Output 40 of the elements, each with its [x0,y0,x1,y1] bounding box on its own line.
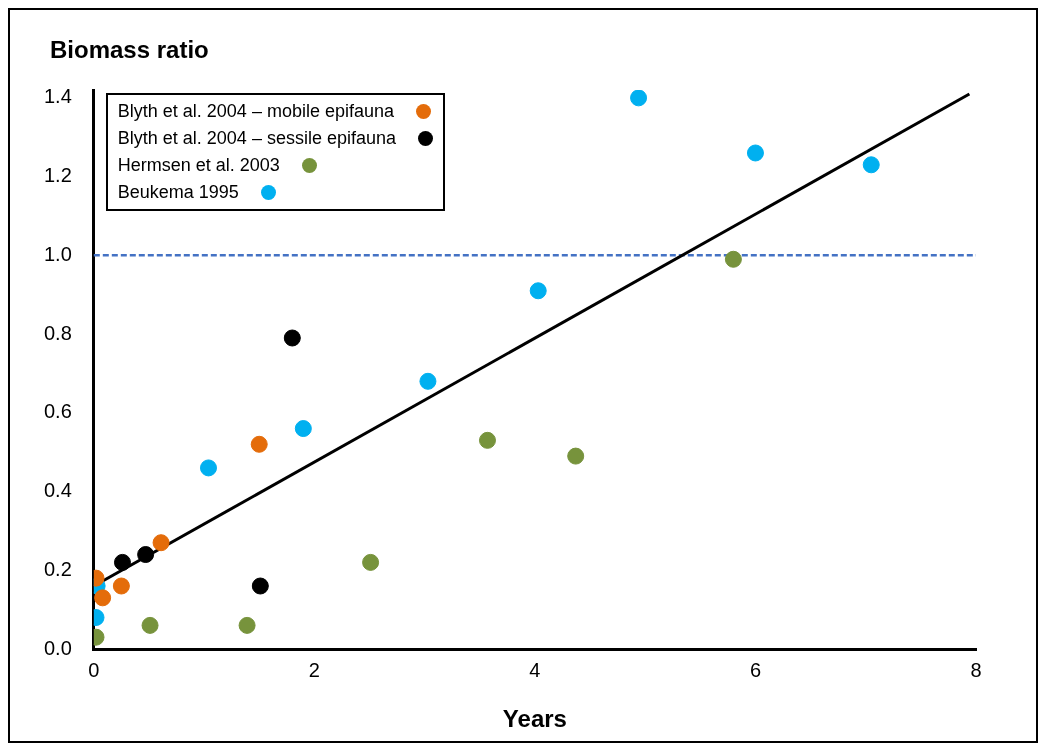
legend-label: Blyth et al. 2004 – mobile epifauna [117,101,394,122]
point [746,144,764,162]
point [724,250,742,268]
y-tick-label: 1.4 [43,85,72,108]
x-tick-label: 6 [749,658,762,681]
point [238,616,256,634]
y-tick-label: 0.8 [43,321,72,344]
point [283,329,301,347]
legend-label: Blyth et al. 2004 – sessile epifauna [117,128,396,149]
y-tick-label: 0.4 [43,479,72,502]
point [630,90,648,107]
point [419,372,437,390]
point [250,435,268,453]
y-tick-label: 1.2 [43,164,72,187]
x-tick-label: 0 [88,658,100,681]
x-tick-label: 8 [970,658,982,681]
legend-label: Hermsen et al. 2003 [117,155,280,176]
point [362,553,380,571]
y-tick-label: 0.0 [43,636,72,659]
point [294,420,312,438]
point [529,282,547,300]
y-tick-label: 1.0 [43,242,72,265]
point [94,589,112,607]
y-axis-title: Biomass ratio [50,36,209,63]
point [199,459,217,477]
point [141,616,159,634]
point [113,553,131,571]
point [567,447,585,465]
y-tick-label: 0.2 [43,557,72,580]
point [478,431,496,449]
y-tick-label: 0.6 [43,400,72,423]
point [152,534,170,552]
x-tick-label: 2 [308,658,320,681]
point [137,546,155,564]
x-axis-title: Years [502,705,567,732]
point [862,156,880,174]
legend-label: Beukema 1995 [117,182,239,203]
point [251,577,269,595]
x-tick-label: 4 [529,658,541,681]
point [112,577,130,595]
